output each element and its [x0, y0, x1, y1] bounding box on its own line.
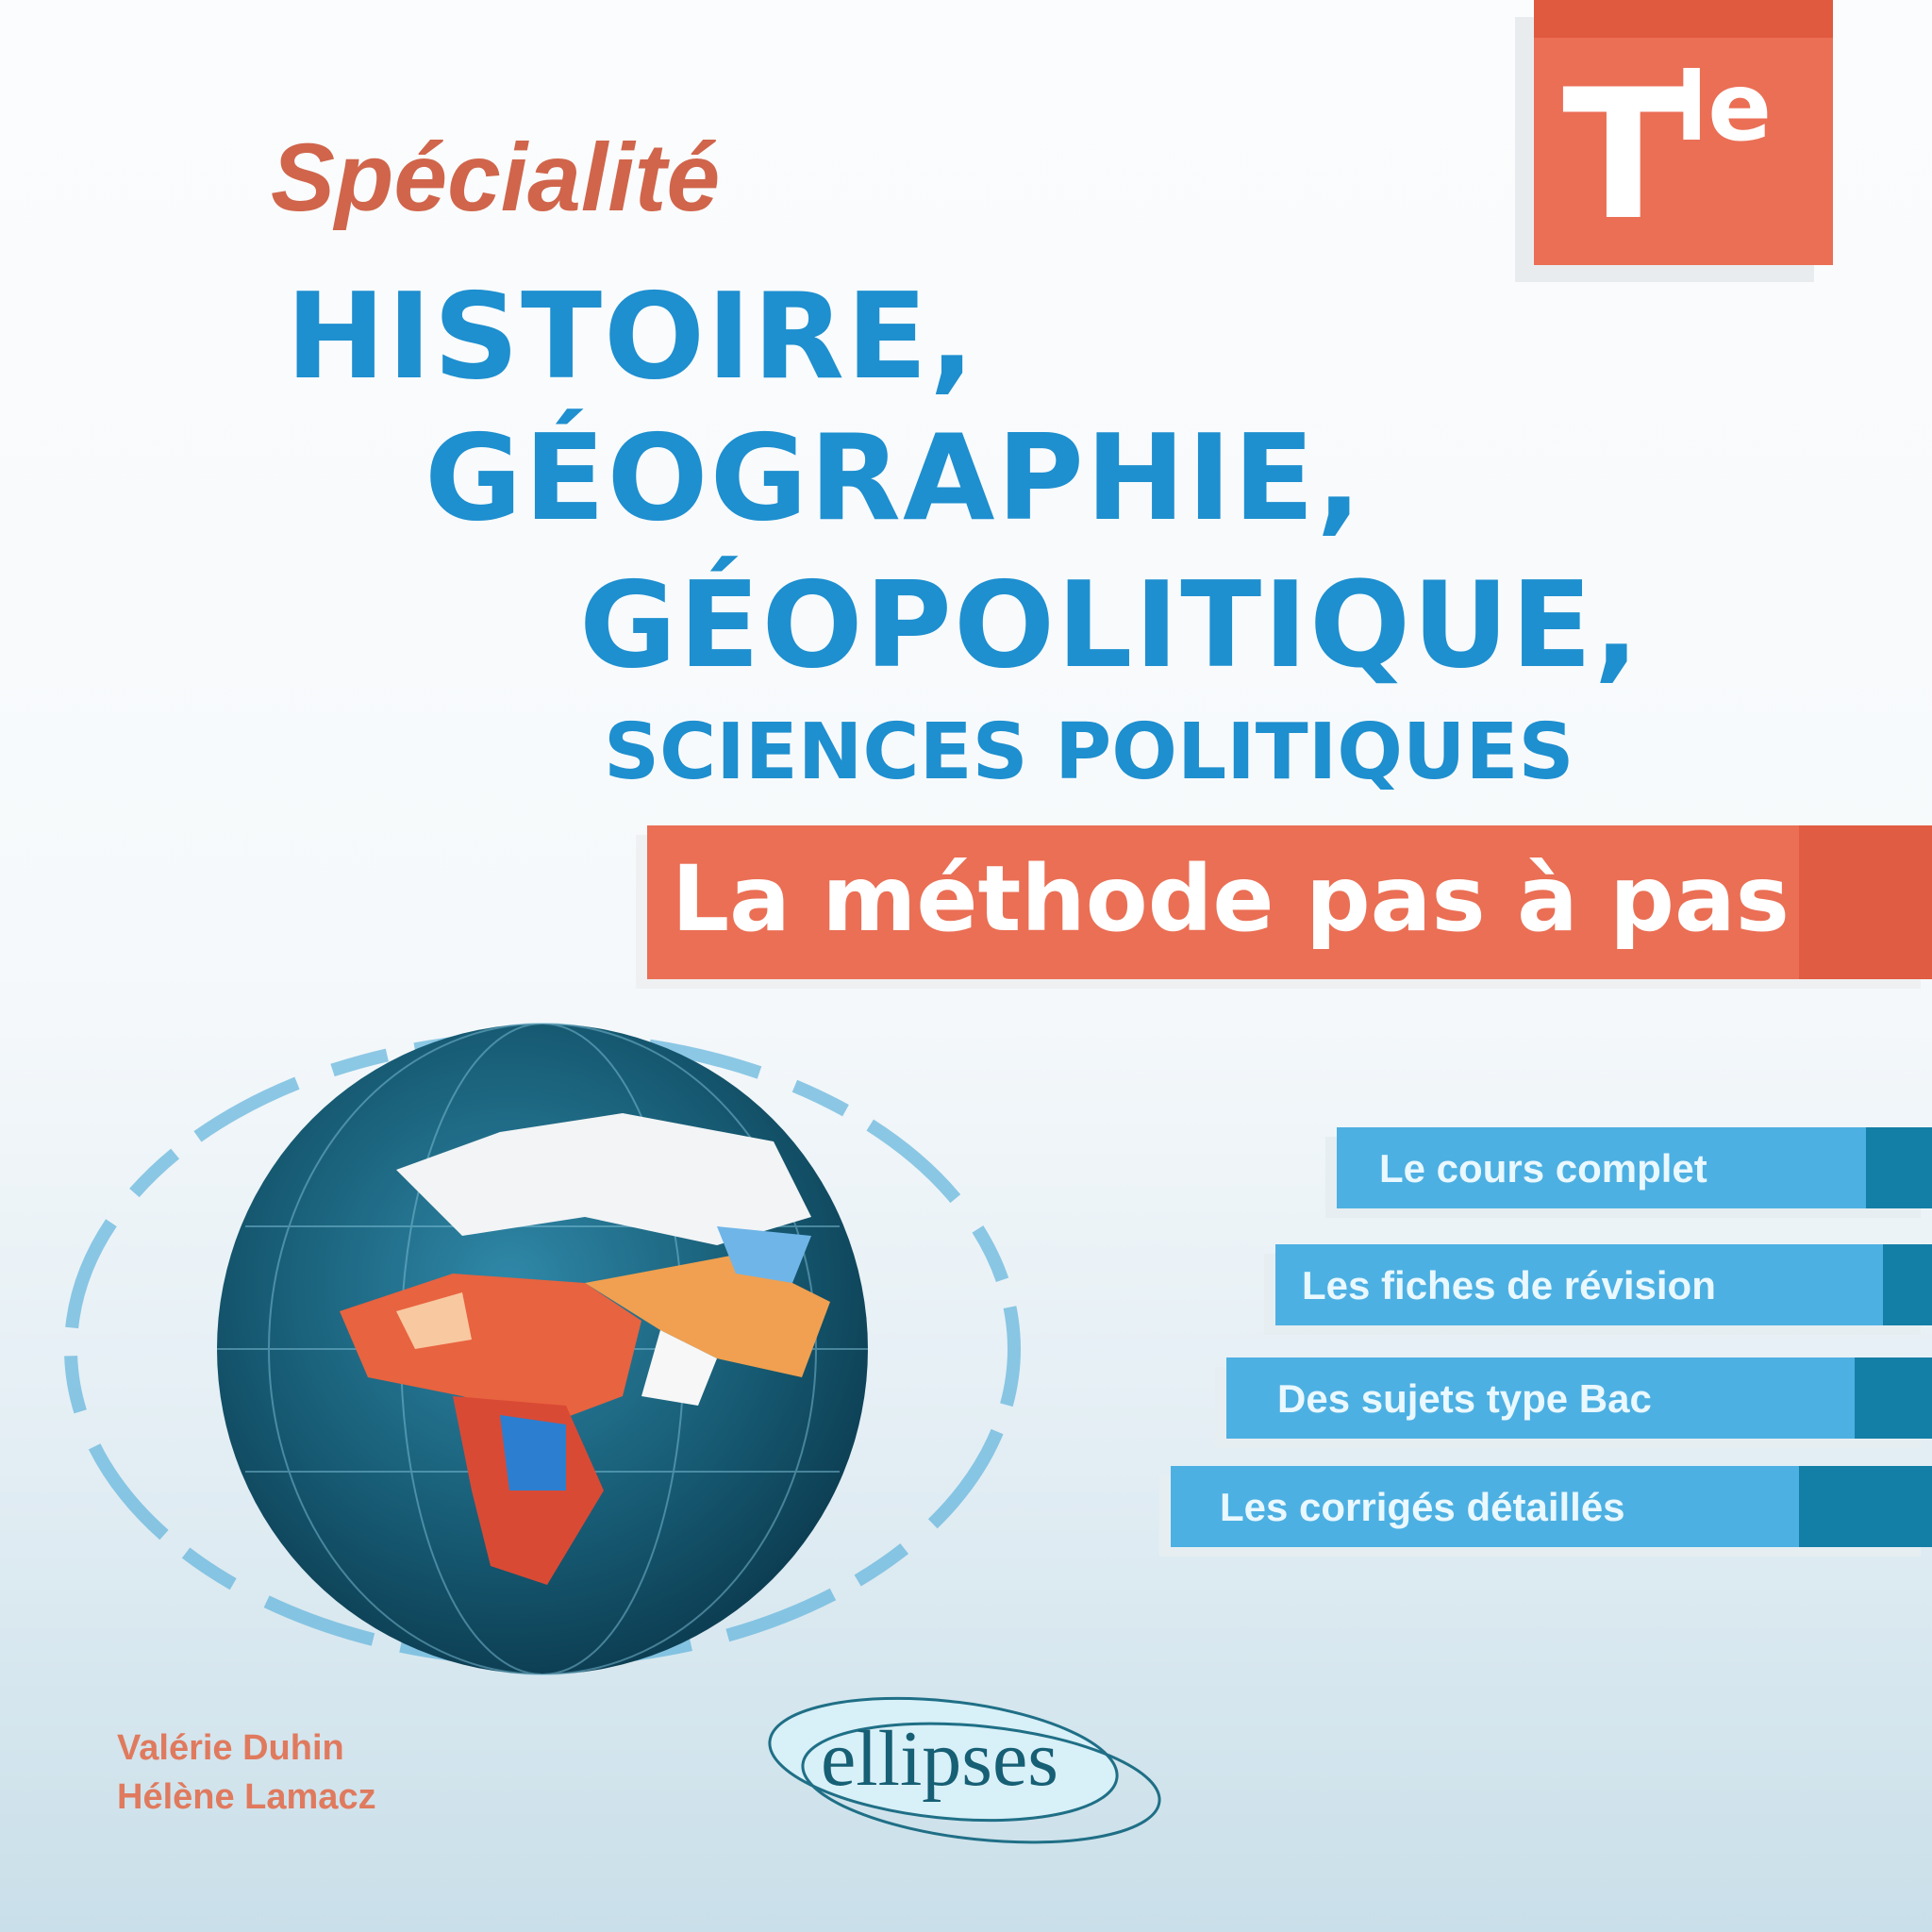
- feature-label: Les corrigés détaillés: [1220, 1485, 1625, 1529]
- feature-accent: [1799, 1466, 1932, 1547]
- feature-label: Le cours complet: [1379, 1146, 1707, 1191]
- feature-accent: [1883, 1244, 1932, 1325]
- feature-item: Les corrigés détaillés: [1171, 1466, 1932, 1547]
- feature-item: Des sujets type Bac: [1226, 1357, 1932, 1439]
- title-line-1: HISTOIRE,: [286, 267, 976, 406]
- feature-item: Les fiches de révision: [1275, 1244, 1932, 1325]
- feature-item: Le cours complet: [1337, 1127, 1932, 1208]
- globe-illustration: [64, 1023, 1021, 1675]
- method-banner: La méthode pas à pas: [647, 825, 1932, 979]
- feature-accent: [1855, 1357, 1932, 1439]
- logo-ellipses-icon: [768, 1696, 1161, 1844]
- publisher-name: ellipses: [821, 1715, 1058, 1803]
- badge-band: [1534, 0, 1833, 38]
- feature-accent: [1866, 1127, 1932, 1208]
- level-letter: T: [1562, 51, 1685, 259]
- banner-accent: [1799, 825, 1932, 979]
- banner-text: La méthode pas à pas: [672, 846, 1790, 952]
- author-1: Valérie Duhin: [117, 1728, 344, 1768]
- title-line-3: GÉOPOLITIQUE,: [579, 556, 1641, 694]
- author-2: Hélène Lamacz: [117, 1777, 376, 1817]
- feature-label: Des sujets type Bac: [1277, 1376, 1652, 1421]
- title-line-2: GÉOGRAPHIE,: [425, 408, 1364, 547]
- title-subline: SCIENCES POLITIQUES: [604, 708, 1574, 797]
- level-superscript: le: [1675, 52, 1773, 162]
- continents: [340, 1113, 830, 1585]
- publisher-logo: ellipses: [755, 1689, 1189, 1858]
- kicker: Spécialité: [271, 124, 721, 231]
- feature-label: Les fiches de révision: [1302, 1263, 1716, 1307]
- level-badge: T le: [1534, 0, 1833, 265]
